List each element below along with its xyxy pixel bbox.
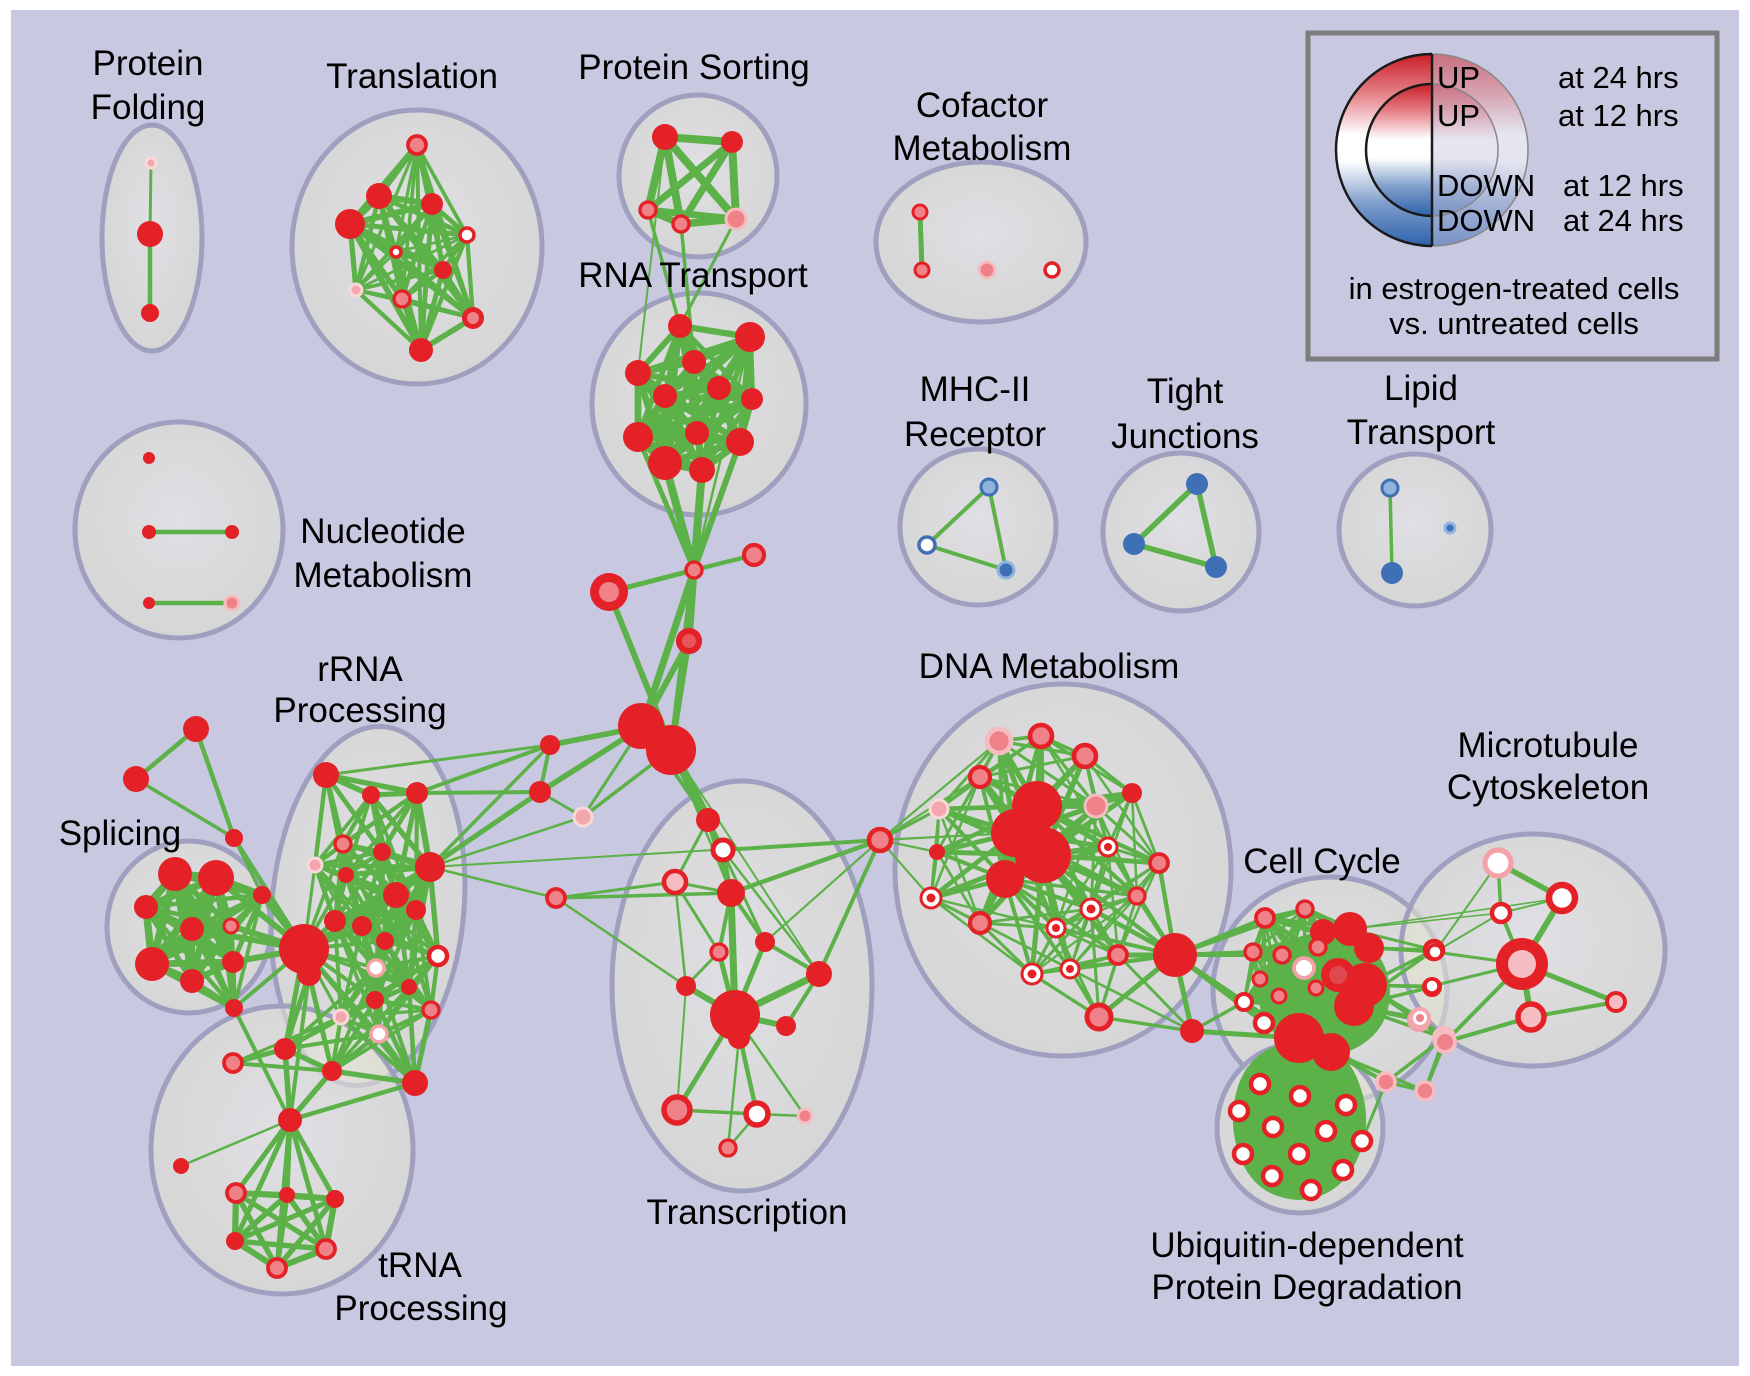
svg-text:Translation: Translation [326, 57, 498, 96]
svg-text:Receptor: Receptor [904, 415, 1046, 454]
svg-text:rRNA: rRNA [317, 650, 403, 689]
svg-text:DNA Metabolism: DNA Metabolism [919, 647, 1180, 686]
svg-text:MHC-II: MHC-II [920, 370, 1031, 409]
svg-text:Microtubule: Microtubule [1458, 726, 1639, 765]
svg-text:Tight: Tight [1147, 372, 1224, 411]
svg-text:Transport: Transport [1347, 413, 1496, 452]
svg-text:at 12 hrs: at 12 hrs [1563, 168, 1684, 203]
svg-text:DOWN: DOWN [1437, 168, 1535, 203]
svg-text:Protein Degradation: Protein Degradation [1151, 1268, 1462, 1307]
svg-text:Splicing: Splicing [59, 814, 182, 853]
svg-text:Cofactor: Cofactor [916, 86, 1049, 125]
svg-text:at 12 hrs: at 12 hrs [1558, 98, 1679, 133]
svg-text:Protein: Protein [93, 44, 204, 83]
svg-text:in estrogen-treated cells: in estrogen-treated cells [1349, 271, 1680, 306]
svg-text:at 24 hrs: at 24 hrs [1558, 60, 1679, 95]
svg-text:Metabolism: Metabolism [893, 129, 1072, 168]
svg-text:Nucleotide: Nucleotide [300, 512, 465, 551]
svg-text:Transcription: Transcription [647, 1193, 848, 1232]
svg-text:Processing: Processing [334, 1289, 507, 1328]
svg-text:Protein Sorting: Protein Sorting [578, 48, 810, 87]
svg-text:UP: UP [1437, 98, 1480, 133]
svg-text:RNA Transport: RNA Transport [578, 256, 808, 295]
svg-text:tRNA: tRNA [378, 1246, 462, 1285]
svg-text:Folding: Folding [91, 88, 206, 127]
svg-text:Junctions: Junctions [1111, 417, 1259, 456]
svg-text:vs. untreated cells: vs. untreated cells [1389, 306, 1639, 341]
svg-text:UP: UP [1437, 60, 1480, 95]
svg-text:Lipid: Lipid [1384, 369, 1458, 408]
svg-text:Cell Cycle: Cell Cycle [1243, 842, 1401, 881]
svg-text:at 24 hrs: at 24 hrs [1563, 203, 1684, 238]
svg-text:Metabolism: Metabolism [294, 556, 473, 595]
svg-text:Processing: Processing [273, 691, 446, 730]
svg-text:Cytoskeleton: Cytoskeleton [1447, 768, 1649, 807]
svg-text:DOWN: DOWN [1437, 203, 1535, 238]
svg-text:Ubiquitin-dependent: Ubiquitin-dependent [1150, 1226, 1464, 1265]
